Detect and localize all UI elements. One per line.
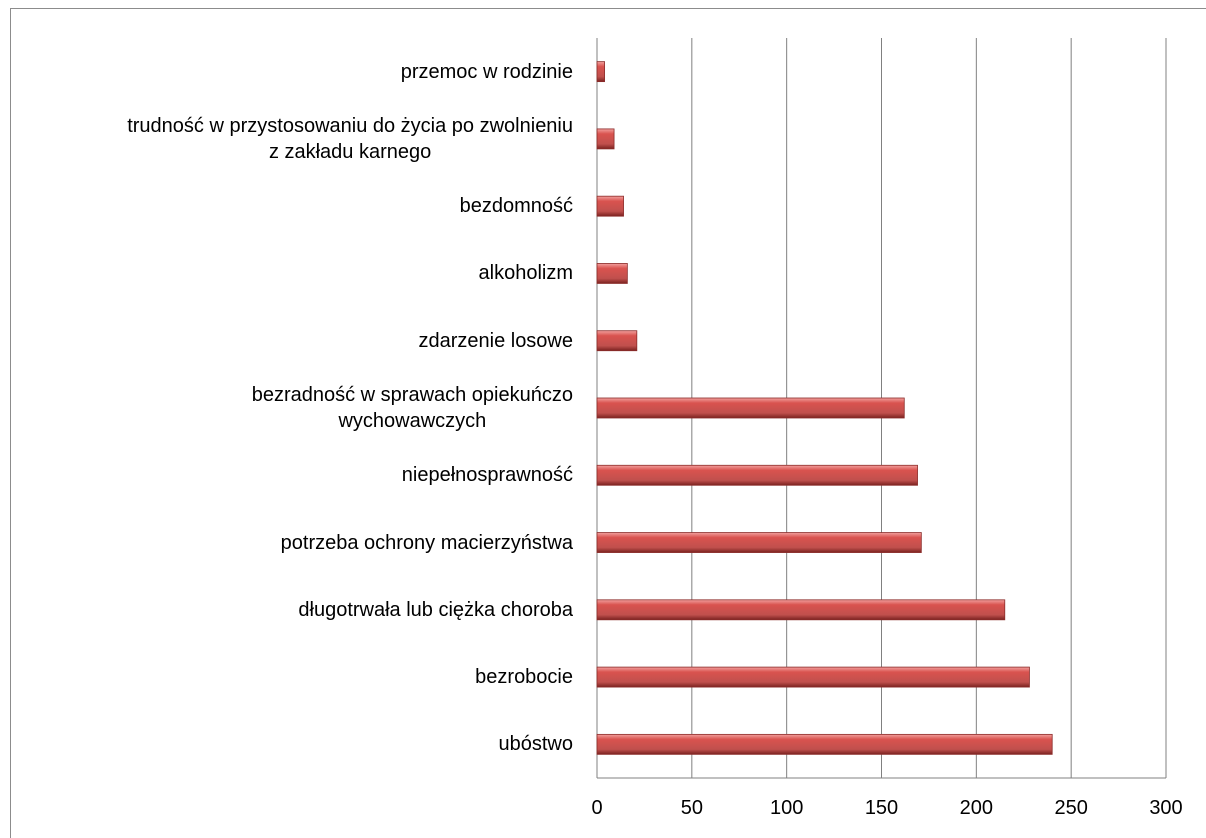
- bar: [596, 733, 1053, 755]
- y-tick-label: bezrobocie: [475, 666, 573, 689]
- bar: [596, 397, 905, 419]
- y-tick-label: bezradność w sprawach opiekuńczo wychowa…: [251, 384, 573, 432]
- y-tick-label: długotrwała lub ciężka choroba: [298, 598, 573, 621]
- y-tick-label: niepełnosprawność: [401, 464, 573, 487]
- x-tick-label: 250: [1054, 797, 1087, 819]
- bar: [596, 532, 922, 553]
- bar: [596, 330, 638, 352]
- y-tick-label: przemoc w rodzinie: [400, 60, 573, 83]
- bar: [596, 195, 624, 217]
- bar: [596, 61, 605, 83]
- y-tick-label: zdarzenie losowe: [418, 329, 573, 352]
- frame: [10, 8, 1206, 838]
- x-tick-label: 50: [681, 797, 703, 819]
- y-tick-label: bezdomność: [459, 195, 573, 218]
- bar: [596, 599, 1006, 621]
- x-tick-label: 200: [960, 797, 993, 819]
- bar: [596, 128, 615, 150]
- y-tick-label: potrzeba ochrony macierzyństwa: [280, 531, 573, 554]
- y-tick-label: trudność w przystosowaniu do życia po zw…: [127, 114, 573, 163]
- x-tick-label: 150: [865, 797, 898, 819]
- y-tick-label: alkoholizm: [478, 262, 573, 285]
- x-tick-label: 300: [1149, 797, 1182, 819]
- y-tick-label: ubóstwo: [498, 733, 574, 756]
- bar: [596, 263, 628, 284]
- bar: [596, 464, 918, 486]
- x-tick-label: 100: [770, 797, 803, 819]
- x-tick-label: 0: [591, 797, 602, 819]
- bar: [596, 666, 1030, 688]
